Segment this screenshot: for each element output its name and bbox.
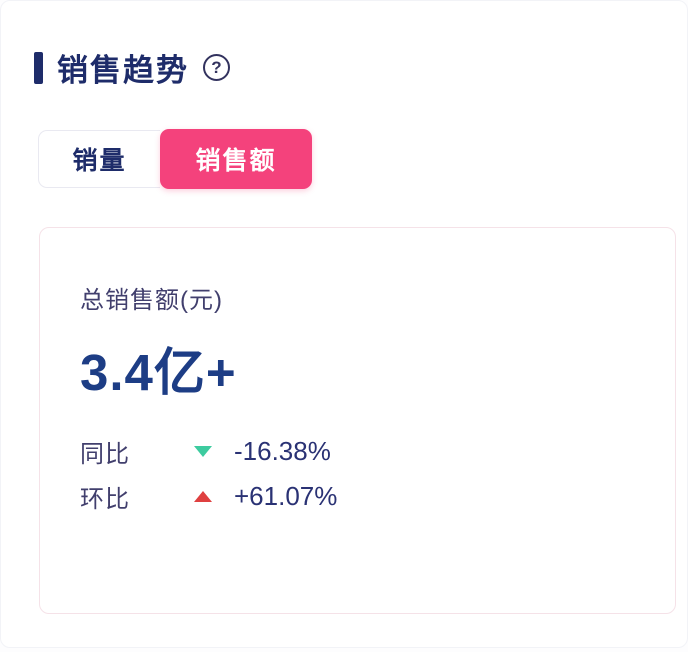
stat-row-mom: 环比 +61.07% xyxy=(80,480,635,513)
comparison-stats: 同比 -16.38% 环比 +61.07% xyxy=(80,435,635,513)
help-icon[interactable]: ? xyxy=(203,54,230,81)
yoy-label: 同比 xyxy=(80,440,130,468)
triangle-down-icon xyxy=(194,445,212,457)
tab-sales-volume[interactable]: 销量 xyxy=(38,130,160,188)
page-title: 销售趋势 xyxy=(57,53,189,88)
sales-metric-tabs: 销量 销售额 xyxy=(38,129,312,189)
metric-value: 3.4亿+ xyxy=(80,344,237,401)
stat-row-yoy: 同比 -16.38% xyxy=(80,435,635,468)
total-sales-card: 总销售额(元) 3.4亿+ 同比 -16.38% 环比 +61.07% xyxy=(39,227,676,614)
yoy-value: -16.38% xyxy=(234,435,331,466)
mom-label: 环比 xyxy=(80,485,130,513)
tab-sales-amount[interactable]: 销售额 xyxy=(160,129,312,189)
title-accent-bar xyxy=(34,51,43,84)
section-header: 销售趋势 ? xyxy=(34,45,230,90)
triangle-up-icon xyxy=(194,490,212,502)
metric-label: 总销售额(元) xyxy=(80,287,223,314)
mom-value: +61.07% xyxy=(234,480,338,511)
